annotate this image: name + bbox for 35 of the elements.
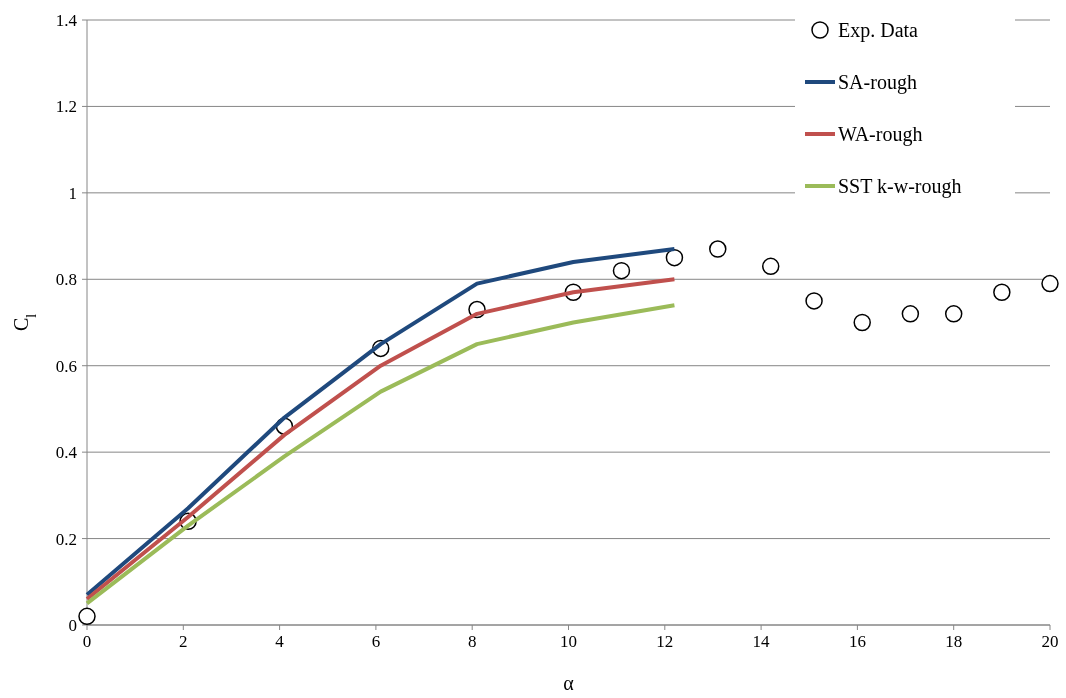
point: [805, 292, 823, 310]
x-tick-label: 4: [275, 632, 285, 651]
point: [1041, 274, 1059, 293]
point: [665, 248, 684, 267]
y-tick-label: 0.2: [55, 529, 77, 549]
y-tick-label: 1: [68, 183, 77, 203]
y-tick-label: 0: [68, 616, 77, 635]
x-tick-label: 6: [371, 632, 381, 651]
y-tick-label: 0.4: [55, 443, 78, 463]
legend-label: SST k-w-rough: [838, 175, 962, 198]
point: [944, 305, 963, 323]
point: [78, 607, 96, 626]
y-tick-label: 1.4: [55, 11, 78, 30]
x-tick-label: 2: [179, 632, 188, 651]
y-tick-label: 0.8: [55, 270, 77, 290]
legend-label: WA-rough: [838, 123, 923, 146]
x-tick-label: 0: [82, 632, 92, 651]
point: [612, 261, 631, 280]
x-tick-label: 12: [656, 632, 674, 651]
x-tick-label: 8: [467, 632, 477, 651]
x-tick-label: 10: [560, 632, 577, 651]
x-tick-label: 16: [848, 632, 866, 651]
point: [901, 305, 920, 323]
legend-label: Exp. Data: [838, 19, 919, 42]
x-tick-label: 18: [945, 632, 963, 651]
y-tick-label: 0.6: [55, 356, 77, 376]
point: [993, 283, 1011, 301]
point: [853, 313, 871, 332]
x-tick-label: 20: [1041, 632, 1059, 651]
point: [709, 240, 727, 258]
x-tick-label: 14: [752, 632, 771, 651]
point: [761, 257, 780, 276]
legend-label: SA-rough: [838, 71, 917, 94]
x-axis-title: α: [563, 672, 575, 694]
y-tick-label: 1.2: [55, 97, 77, 117]
